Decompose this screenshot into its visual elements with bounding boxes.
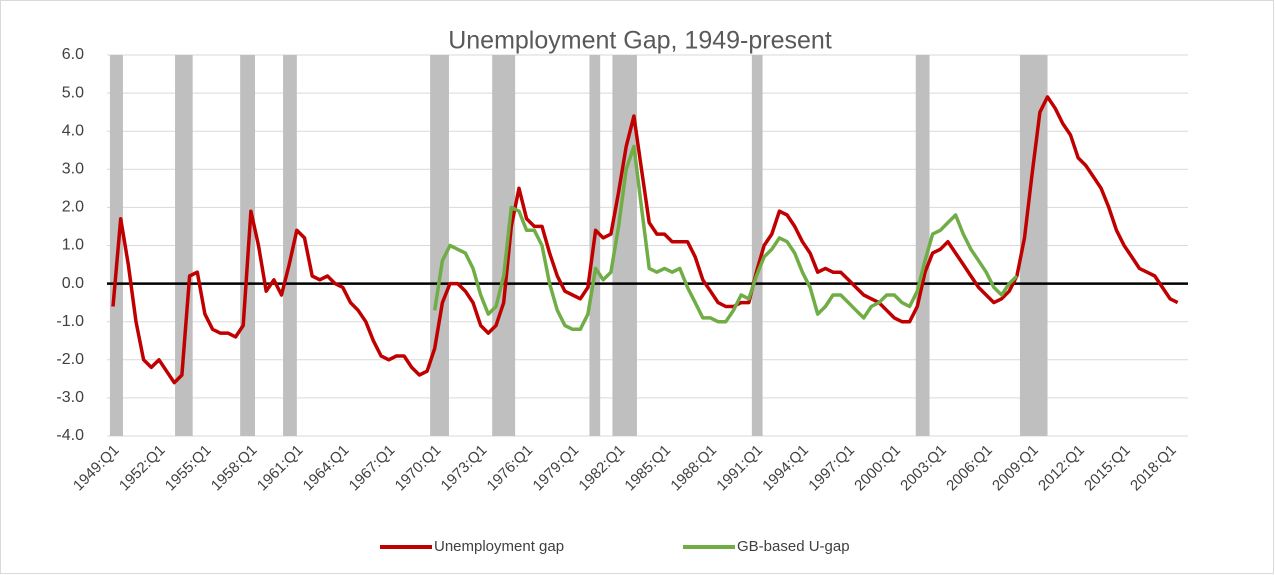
series-line <box>111 95 1179 385</box>
y-tick-label: 0.0 <box>62 275 84 292</box>
shaded-period <box>430 55 449 436</box>
y-tick-label: 3.0 <box>62 161 84 178</box>
chart-title: Unemployment Gap, 1949-present <box>448 27 832 55</box>
shaded-period <box>915 55 930 436</box>
legend-label: Unemployment gap <box>434 538 564 555</box>
shaded-period <box>175 55 193 436</box>
y-tick-label: -1.0 <box>56 313 84 330</box>
y-tick-label: -4.0 <box>56 427 84 444</box>
shaded-period <box>751 55 763 436</box>
y-tick-label: 5.0 <box>62 84 84 101</box>
shaded-period <box>492 55 516 436</box>
shaded-period <box>283 55 297 436</box>
shaded-period <box>109 55 123 436</box>
y-tick-label: 4.0 <box>62 122 84 139</box>
y-tick-label: -2.0 <box>56 351 84 368</box>
y-tick-label: 2.0 <box>62 199 84 216</box>
legend-label: GB-based U-gap <box>737 538 850 555</box>
series-line <box>432 144 1019 332</box>
y-tick-label: 1.0 <box>62 237 84 254</box>
y-tick-label: -3.0 <box>56 389 84 406</box>
y-tick-label: 6.0 <box>62 46 84 63</box>
